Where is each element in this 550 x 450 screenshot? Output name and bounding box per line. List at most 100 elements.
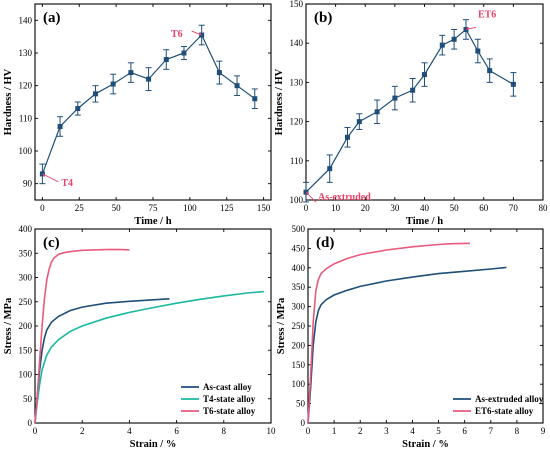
x-axis-title: Time / h <box>406 216 443 227</box>
plot-frame <box>305 3 544 201</box>
y-tick-label: 140 <box>290 38 304 48</box>
x-tick-label: 80 <box>539 203 549 213</box>
series-line <box>307 242 470 424</box>
data-point <box>110 81 116 87</box>
panel-d: 0 1 2 3 4 5 6 7 8 9 0 50 100 150 200 250 300 350 400 450 500… <box>276 224 546 450</box>
y-tick-label: 200 <box>292 340 306 350</box>
y-tick-label: 100 <box>292 379 306 389</box>
annotation-arrowhead <box>198 32 202 36</box>
data-point <box>181 50 187 56</box>
y-tick-label: 400 <box>292 263 306 273</box>
data-point <box>163 57 169 63</box>
y-tick-label: 300 <box>292 302 306 312</box>
series-line <box>34 248 130 424</box>
data-point <box>146 76 152 82</box>
y-tick-label: 350 <box>292 282 306 292</box>
x-tick-label: 60 <box>479 203 489 213</box>
x-tick-label: 2 <box>80 426 85 436</box>
y-tick-label: 500 <box>292 224 306 234</box>
annotation-arrowhead <box>42 173 46 177</box>
x-tick-label: 70 <box>509 203 519 213</box>
data-point <box>487 68 493 74</box>
panel-a: 0 25 50 75 100 125 150 90 100 110 120 130 140 Time / … <box>3 3 272 227</box>
x-tick-label: 8 <box>515 426 520 436</box>
y-axis-title: Hardness / HV <box>274 68 285 135</box>
y-tick-label: 100 <box>290 195 304 205</box>
series-line <box>305 28 514 193</box>
x-axis-title: Time / h <box>134 216 171 227</box>
data-point <box>75 106 81 112</box>
data-point <box>510 81 516 87</box>
series-line <box>41 33 256 175</box>
x-tick-label: 75 <box>149 203 159 213</box>
data-point <box>374 109 380 115</box>
y-tick-label: 120 <box>19 81 33 91</box>
annotation-arrowhead <box>465 26 469 30</box>
y-axis-title: Stress / MPa <box>276 297 287 354</box>
data-point <box>92 91 98 97</box>
x-tick-label: 100 <box>183 203 197 213</box>
data-point <box>356 119 362 125</box>
data-point <box>344 134 350 140</box>
panel-b: 0 10 20 30 40 50 60 70 80 100 110 120 130 140 150 Time … <box>274 0 548 227</box>
y-tick-label: 50 <box>296 399 306 409</box>
x-tick-label: 150 <box>257 203 271 213</box>
data-point <box>410 87 416 93</box>
annotation-label: As-extruded <box>318 192 371 203</box>
annotation-label: T4 <box>61 178 73 189</box>
legend-label: As-cast alloy <box>203 382 252 392</box>
legend-label: T6-state alloy <box>203 406 256 416</box>
y-tick-label: 50 <box>23 394 33 404</box>
y-tick-label: 130 <box>19 48 33 58</box>
y-tick-label: 250 <box>19 297 33 307</box>
legend-label: As-extruded alloy <box>475 394 544 404</box>
x-tick-label: 6 <box>462 426 467 436</box>
x-tick-label: 40 <box>420 203 430 213</box>
x-tick-label: 3 <box>384 426 389 436</box>
data-point <box>216 70 222 76</box>
x-tick-label: 10 <box>331 203 341 213</box>
y-tick-label: 140 <box>19 15 33 25</box>
series-line <box>34 290 264 424</box>
y-axis-title: Stress / MPa <box>3 297 14 354</box>
x-tick-label: 50 <box>450 203 460 213</box>
y-tick-label: 350 <box>19 248 33 258</box>
x-tick-label: 4 <box>410 426 415 436</box>
y-tick-label: 250 <box>292 321 306 331</box>
x-tick-label: 6 <box>174 426 179 436</box>
y-tick-label: 100 <box>19 146 33 156</box>
data-point <box>57 124 63 129</box>
x-tick-label: 0 <box>40 203 45 213</box>
data-point <box>439 42 445 48</box>
y-tick-label: 150 <box>290 0 304 9</box>
x-tick-label: 25 <box>75 203 85 213</box>
y-tick-label: 110 <box>19 113 33 123</box>
y-tick-label: 90 <box>23 179 33 189</box>
y-axis-title: Hardness / HV <box>3 68 14 135</box>
x-tick-label: 125 <box>220 203 234 213</box>
annotation-arrowhead <box>306 192 309 196</box>
annotation-label: ET6 <box>478 9 496 20</box>
data-point <box>128 70 134 76</box>
y-tick-label: 150 <box>292 360 306 370</box>
x-tick-label: 20 <box>361 203 371 213</box>
x-tick-label: 7 <box>489 426 494 436</box>
y-tick-label: 0 <box>28 418 33 428</box>
x-tick-label: 30 <box>390 203 400 213</box>
x-tick-label: 50 <box>112 203 122 213</box>
y-tick-label: 0 <box>301 418 306 428</box>
x-tick-label: 5 <box>436 426 441 436</box>
x-axis-title: Strain / % <box>130 439 177 450</box>
panel-label: (d) <box>316 235 334 251</box>
y-tick-label: 200 <box>19 321 33 331</box>
series-line <box>307 266 507 424</box>
data-point <box>451 36 457 42</box>
data-point <box>327 166 333 172</box>
data-point <box>252 96 258 102</box>
x-tick-label: 0 <box>304 203 309 213</box>
x-tick-label: 9 <box>541 426 546 436</box>
series-line <box>34 298 170 424</box>
x-tick-label: 0 <box>306 426 311 436</box>
